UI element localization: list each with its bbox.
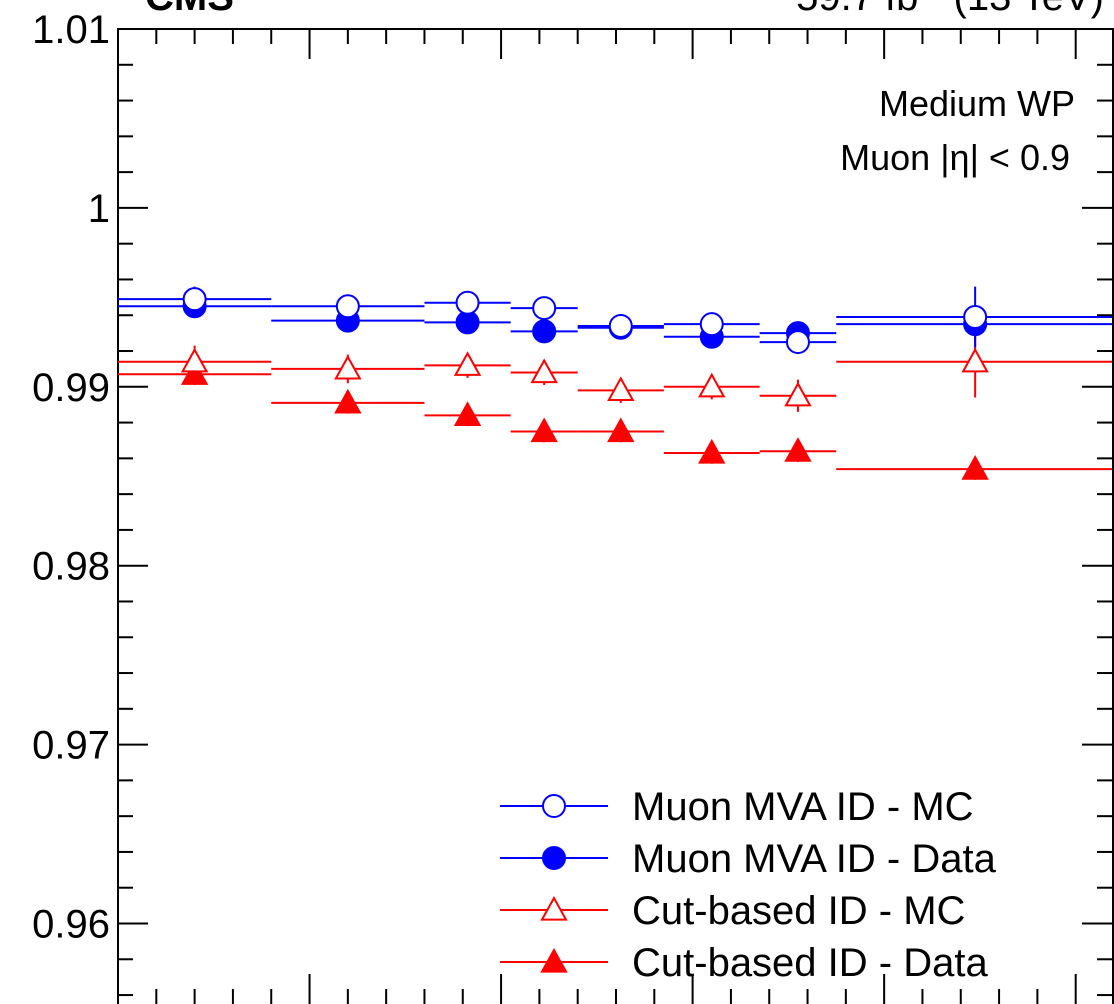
data-point [963,305,988,330]
luminosity-unit-exponent: -1 [918,0,942,2]
data-point [334,354,362,380]
luminosity-value: 59.7 fb [796,0,918,19]
y-tick-label: 1 [88,187,110,231]
data-point [180,347,209,373]
luminosity-label: 59.7 fb-1 (13 TeV) [796,0,1104,19]
working-point-label: Medium WP [879,83,1075,124]
data-point [182,287,207,312]
data-point [785,330,810,355]
legend-label: Cut-based ID - MC [632,889,965,933]
series-cut-based-id-data [118,360,1112,480]
data-point [530,417,558,443]
data-point [334,388,362,414]
y-tick-label: 0.96 [32,902,110,946]
eta-region-label: Muon |η| < 0.9 [840,137,1070,178]
data-point [961,347,989,373]
data-point [784,381,812,407]
energy-value: (13 TeV) [942,0,1104,19]
y-tick-label: 0.97 [32,724,110,768]
legend-entry-muon-mva-id-data: Muon MVA ID - Data [500,837,997,881]
legend-label: Muon MVA ID - Data [632,837,997,881]
data-point [607,417,635,443]
data-point [530,358,558,384]
data-point [335,294,360,319]
y-tick-label: 0.98 [32,545,110,589]
data-point [453,401,482,427]
data-point [453,351,482,376]
data-point [784,437,812,462]
legend-marker [540,947,568,973]
data-point [532,319,557,344]
data-point [608,313,633,338]
data-point [607,376,635,401]
y-tick-label: 1.01 [32,8,110,52]
data-point [961,455,989,480]
y-tick-label: 0.99 [32,366,110,410]
legend-marker [542,794,566,818]
legend: Muon MVA ID - MC Muon MVA ID - Data Cut-ba… [500,785,997,985]
legend-marker [540,895,568,921]
series-cut-based-id-mc [118,325,1112,412]
data-point [698,372,726,398]
legend-label: Muon MVA ID - MC [632,785,974,829]
legend-entry-cut-based-id-data: Cut-based ID - Data [500,941,988,985]
data-point [455,290,480,315]
plot-area: 0.96 0.97 0.98 0.99 1 1.01 [32,8,1114,1004]
data-point [532,296,557,321]
data-point [698,438,726,464]
series-muon-mva-id-mc [118,286,1112,355]
legend-entry-cut-based-id-mc: Cut-based ID - MC [500,889,965,933]
experiment-label: CMS [145,0,234,19]
legend-entry-muon-mva-id-mc: Muon MVA ID - MC [500,785,974,829]
legend-label: Cut-based ID - Data [632,941,988,985]
legend-marker [542,846,566,870]
data-point [699,312,724,337]
